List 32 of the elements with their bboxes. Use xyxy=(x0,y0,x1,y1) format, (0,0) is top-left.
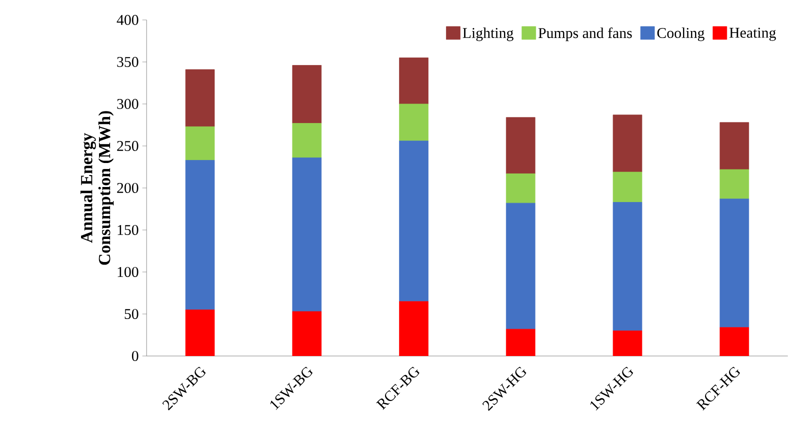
bar xyxy=(720,122,750,170)
legend-label: Pumps and fans xyxy=(538,28,632,42)
legend-label: Heating xyxy=(729,28,776,41)
bar xyxy=(185,126,215,161)
legend-label: Lighting xyxy=(462,28,514,42)
bar xyxy=(612,202,642,332)
y-tick-label: 0 xyxy=(132,351,138,362)
y-axis-title: Annual Energy Consumption (MWh) xyxy=(80,111,114,265)
bar xyxy=(612,172,642,203)
y-tick-label: 150 xyxy=(118,225,138,236)
bar xyxy=(612,114,642,172)
bar xyxy=(399,140,428,302)
y-tick-label: 400 xyxy=(116,15,138,26)
bar xyxy=(292,123,322,158)
bar xyxy=(506,174,536,204)
bar xyxy=(292,65,322,124)
bar xyxy=(720,198,750,328)
y-tick-label: 50 xyxy=(124,309,138,320)
y-tick-label: 350 xyxy=(117,57,138,68)
y-tick-label: 100 xyxy=(118,267,138,278)
bar xyxy=(399,58,428,104)
bar xyxy=(720,169,750,200)
bar xyxy=(292,158,322,312)
bar xyxy=(399,104,428,142)
legend-label: Cooling xyxy=(657,28,704,42)
bar xyxy=(185,69,215,127)
bar xyxy=(185,160,215,310)
bar xyxy=(506,117,536,174)
y-tick-label: 200 xyxy=(117,183,138,194)
y-tick-label: 250 xyxy=(117,141,138,152)
bar xyxy=(506,203,536,330)
y-tick-label: 300 xyxy=(117,99,138,110)
